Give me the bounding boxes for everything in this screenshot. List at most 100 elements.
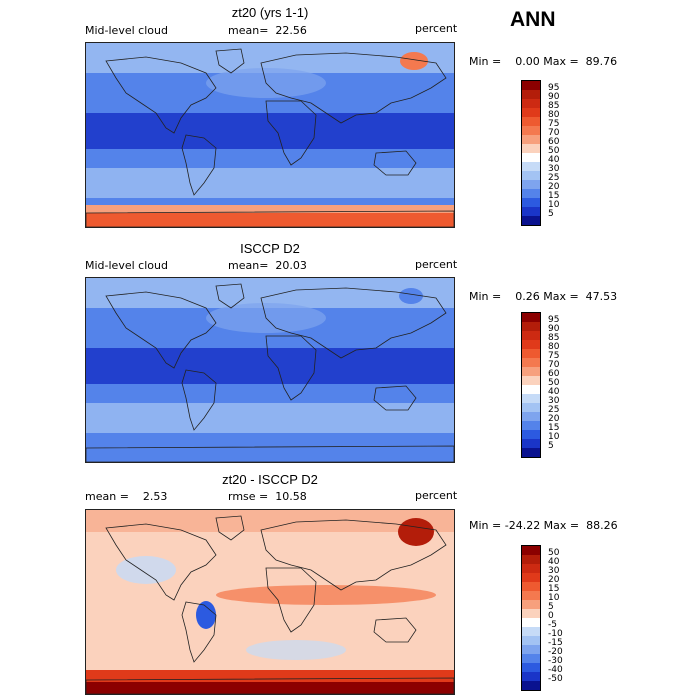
colorbar-box xyxy=(521,80,541,226)
colorbar-segment xyxy=(522,618,540,627)
colorbar-tick-label: 15 xyxy=(548,584,560,594)
colorbar-segment xyxy=(522,358,540,367)
colorbar-tick-label: 50 xyxy=(548,146,560,156)
colorbar-segment xyxy=(522,448,540,457)
colorbar-tick-label: -15 xyxy=(548,638,563,648)
coastline xyxy=(260,287,447,359)
colorbar-tick-label: 30 xyxy=(548,396,560,406)
field-band-storm-track xyxy=(86,403,454,433)
colorbar-tick-label: 5 xyxy=(548,209,554,219)
colorbar-tick-label: 70 xyxy=(548,360,560,370)
colorbar-tick-label: -10 xyxy=(548,629,563,639)
colorbar-segment xyxy=(522,654,540,663)
colorbar-tick-label: 5 xyxy=(548,602,554,612)
colorbar-tick-label: -20 xyxy=(548,647,563,657)
coastline xyxy=(105,291,217,369)
colorbar-segment xyxy=(522,627,540,636)
field-mid-siberia xyxy=(399,288,423,304)
coastline xyxy=(260,52,447,124)
coastline xyxy=(181,601,217,663)
colorbar-segment xyxy=(522,573,540,582)
colorbar-segment xyxy=(522,189,540,198)
panel-3-map xyxy=(85,509,455,695)
panel-3-units: percent xyxy=(415,489,458,502)
coastline xyxy=(86,445,454,462)
colorbar-tick-label: 5 xyxy=(548,441,554,451)
colorbar-segment xyxy=(522,591,540,600)
colorbar-tick-label: 10 xyxy=(548,200,560,210)
colorbar-segment xyxy=(522,385,540,394)
coastline xyxy=(265,567,317,633)
colorbar-segment xyxy=(522,600,540,609)
coastline xyxy=(215,48,245,74)
colorbar-tick-label: 40 xyxy=(548,387,560,397)
coastline xyxy=(215,283,245,309)
colorbar-tick-label: 60 xyxy=(548,369,560,379)
colorbar-tick-label: 75 xyxy=(548,119,560,129)
coastline xyxy=(105,56,217,134)
field-max-antarctic xyxy=(86,682,454,694)
panel-3-minmax: Min = -24.22 Max = 88.26 xyxy=(469,519,618,532)
panel-2-mean: mean= 20.03 xyxy=(228,259,307,272)
colorbar-segment xyxy=(522,81,540,90)
colorbar-box xyxy=(521,312,541,458)
colorbar-segment xyxy=(522,636,540,645)
colorbar-tick-label: 95 xyxy=(548,315,560,325)
colorbar-segment xyxy=(522,108,540,117)
field-band-north xyxy=(86,43,454,73)
colorbar-segment xyxy=(522,394,540,403)
colorbar-tick-label: 30 xyxy=(548,566,560,576)
panel-2-map xyxy=(85,277,455,463)
coastline xyxy=(373,150,417,176)
panel-1-map xyxy=(85,42,455,228)
coastline xyxy=(373,617,417,643)
panel-2-colorbar xyxy=(521,312,541,458)
coastline xyxy=(86,677,454,694)
coastline xyxy=(265,100,317,166)
colorbar-tick-label: 90 xyxy=(548,92,560,102)
colorbar-segment xyxy=(522,403,540,412)
colorbar-segment xyxy=(522,153,540,162)
colorbar-tick-label: 20 xyxy=(548,414,560,424)
coastline xyxy=(181,134,217,196)
colorbar-tick-label: 20 xyxy=(548,575,560,585)
field-band-antarctic xyxy=(86,440,454,462)
panel-3-title: zt20 - ISCCP D2 xyxy=(222,472,318,487)
colorbar-tick-label: 10 xyxy=(548,593,560,603)
colorbar-segment xyxy=(522,367,540,376)
field-neg-south xyxy=(246,640,346,660)
colorbar-tick-label: 25 xyxy=(548,173,560,183)
colorbar-segment xyxy=(522,376,540,385)
colorbar-tick-label: -30 xyxy=(548,656,563,666)
colorbar-segment xyxy=(522,645,540,654)
colorbar-tick-label: 40 xyxy=(548,557,560,567)
colorbar-box xyxy=(521,545,541,691)
panel-1-minmax: Min = 0.00 Max = 89.76 xyxy=(469,55,618,68)
colorbar-segment xyxy=(522,162,540,171)
colorbar-segment xyxy=(522,99,540,108)
panel-2-map-svg xyxy=(86,278,454,462)
colorbar-segment xyxy=(522,582,540,591)
colorbar-segment xyxy=(522,349,540,358)
colorbar-segment xyxy=(522,555,540,564)
colorbar-segment xyxy=(522,207,540,216)
colorbar-segment xyxy=(522,322,540,331)
panel-3-rmse: rmse = 10.58 xyxy=(228,490,307,503)
panel-3-mean: mean = 2.53 xyxy=(85,490,168,503)
coastline xyxy=(181,369,217,431)
panel-1-left-label: Mid-level cloud xyxy=(85,24,168,37)
colorbar-tick-label: 80 xyxy=(548,110,560,120)
colorbar-segment xyxy=(522,421,540,430)
colorbar-tick-label: 0 xyxy=(548,611,554,621)
panel-1-mean: mean= 22.56 xyxy=(228,24,307,37)
colorbar-segment xyxy=(522,135,540,144)
panel-2-title: ISCCP D2 xyxy=(240,241,300,256)
colorbar-tick-label: 85 xyxy=(548,333,560,343)
colorbar-tick-label: 70 xyxy=(548,128,560,138)
colorbar-tick-label: 10 xyxy=(548,432,560,442)
colorbar-tick-label: 75 xyxy=(548,351,560,361)
colorbar-tick-label: 80 xyxy=(548,342,560,352)
panel-2-units: percent xyxy=(415,258,458,271)
field-band-north xyxy=(86,510,454,532)
colorbar-segment xyxy=(522,180,540,189)
